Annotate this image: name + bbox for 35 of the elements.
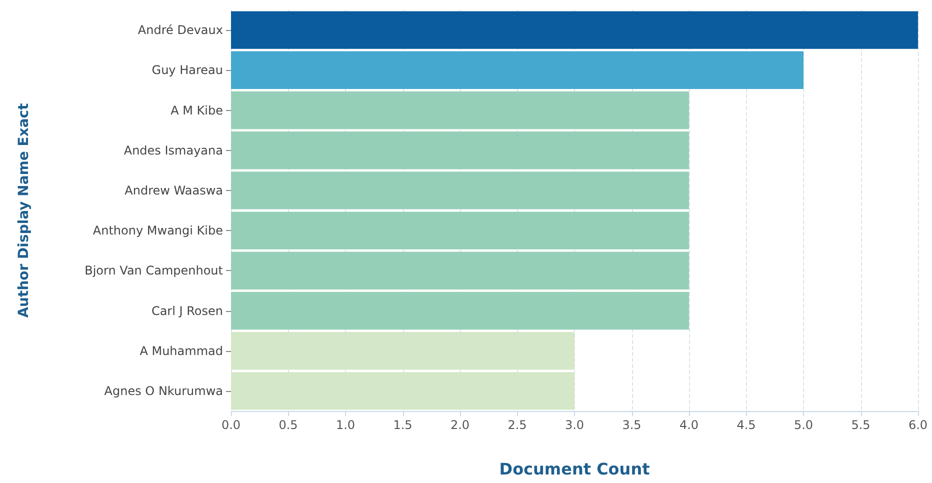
x-tick-label: 0.0 — [221, 418, 241, 432]
y-tick-label: A M Kibe — [170, 103, 223, 118]
y-tick-label: A Muhammad — [140, 344, 223, 358]
x-tick-label: 4.5 — [736, 418, 756, 432]
bar — [231, 332, 574, 370]
x-tick-label: 4.0 — [679, 418, 699, 432]
y-tick-label: Andrew Waaswa — [124, 183, 223, 198]
bar — [231, 212, 689, 250]
bar — [231, 252, 689, 290]
bar — [231, 51, 804, 89]
x-tick-label: 3.5 — [622, 418, 642, 432]
x-tick-label: 5.5 — [851, 418, 870, 432]
bar — [231, 91, 689, 130]
y-tick-label: Anthony Mwangi Kibe — [92, 224, 223, 238]
bar — [231, 172, 689, 210]
x-tick-label: 2.5 — [508, 418, 527, 432]
bar — [231, 292, 689, 330]
bar — [231, 11, 918, 49]
x-tick-label: 2.0 — [450, 418, 470, 432]
y-tick-label: Agnes O Nkurumwa — [104, 384, 223, 398]
x-tick-label: 6.0 — [908, 418, 928, 432]
x-tick-label: 1.0 — [336, 418, 356, 432]
x-tick-label: 0.5 — [278, 418, 298, 432]
x-tick-label: 3.0 — [564, 418, 584, 432]
bar — [231, 132, 689, 170]
x-axis-title: Document Count — [499, 460, 650, 478]
x-tick-label: 1.5 — [393, 418, 412, 432]
y-tick-label: André Devaux — [138, 23, 223, 38]
y-tick-label: Carl J Rosen — [151, 304, 223, 318]
y-tick-label: Guy Hareau — [152, 63, 223, 78]
bar — [231, 372, 574, 410]
y-tick-label: Andes Ismayana — [124, 143, 223, 158]
y-tick-label: Bjorn Van Campenhout — [84, 264, 224, 278]
x-tick-label: 5.0 — [794, 418, 814, 432]
y-axis-title: Author Display Name Exact — [16, 102, 32, 318]
